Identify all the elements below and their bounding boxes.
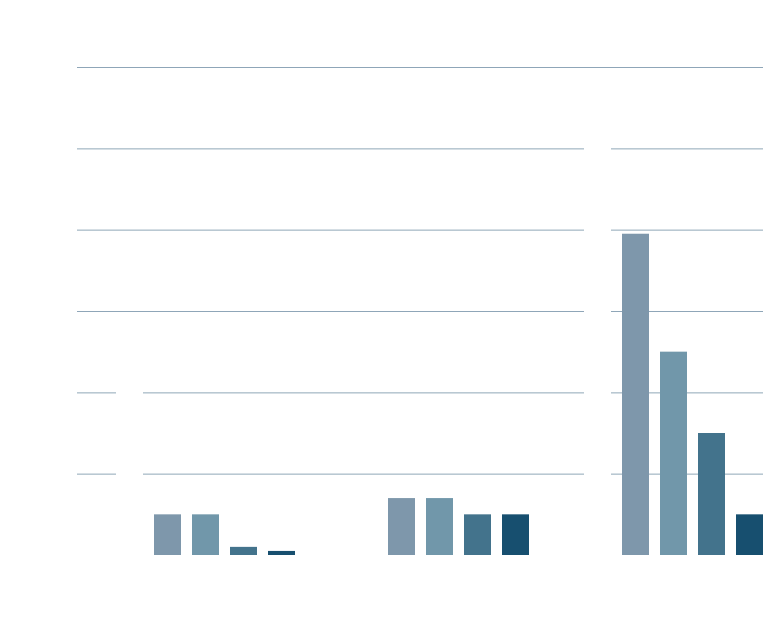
bar-group-3-series-3 [698, 433, 725, 555]
bar-group-3-series-2 [660, 351, 687, 555]
bar-group-2-series-1 [388, 498, 415, 555]
bar-group-1-series-4 [268, 550, 295, 555]
bar-group-3-series-4 [736, 514, 763, 555]
bar-group-2-series-2 [426, 498, 453, 555]
bars [154, 233, 763, 555]
bar-group-1-series-2 [192, 514, 219, 555]
bar-group-3-series-1 [622, 233, 649, 555]
bar-group-2-series-4 [502, 514, 529, 555]
bar-group-1-series-3 [230, 546, 257, 555]
bar-group-1-series-1 [154, 514, 181, 555]
bar-group-2-series-3 [464, 514, 491, 555]
